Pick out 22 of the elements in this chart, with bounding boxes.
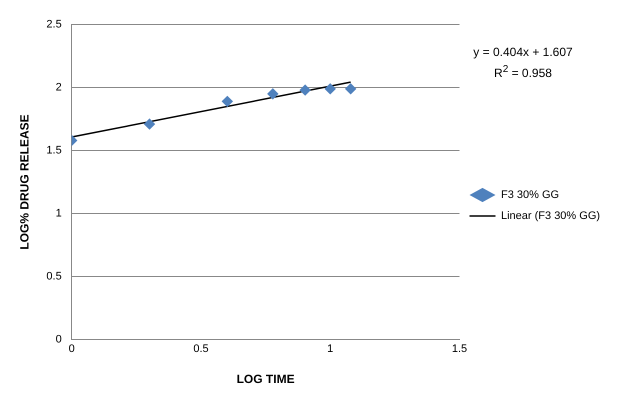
x-tick-label: 0.5 bbox=[193, 343, 209, 356]
point bbox=[324, 83, 336, 94]
legend-label: Linear (F3 30% GG) bbox=[501, 210, 600, 222]
y-tick-label: 2 bbox=[56, 82, 62, 94]
point bbox=[144, 118, 156, 130]
text: R$^{2}$ = 0.958 bbox=[493, 63, 553, 82]
y-tick-label: 2.5 bbox=[46, 18, 62, 31]
x-tick-label: 0 bbox=[68, 343, 75, 356]
point bbox=[267, 88, 278, 100]
point bbox=[300, 84, 311, 96]
y-tick-label: 0 bbox=[56, 333, 62, 346]
y-tick-label: 0.5 bbox=[46, 270, 62, 282]
y-tick-label: 1 bbox=[56, 208, 62, 220]
text: y = 0.404x + 1.607 bbox=[472, 44, 574, 61]
point bbox=[222, 96, 233, 107]
y-axis-title: LOG% DRUG RELEASE bbox=[18, 114, 32, 250]
x-tick-label: 1.5 bbox=[452, 343, 468, 356]
y-tick-label: 1.5 bbox=[46, 144, 62, 157]
legend-label: F3 30% GG bbox=[501, 189, 560, 202]
x-axis-title: LOG TIME bbox=[236, 372, 295, 386]
point bbox=[345, 83, 356, 94]
x-tick-label: 1 bbox=[327, 343, 334, 356]
